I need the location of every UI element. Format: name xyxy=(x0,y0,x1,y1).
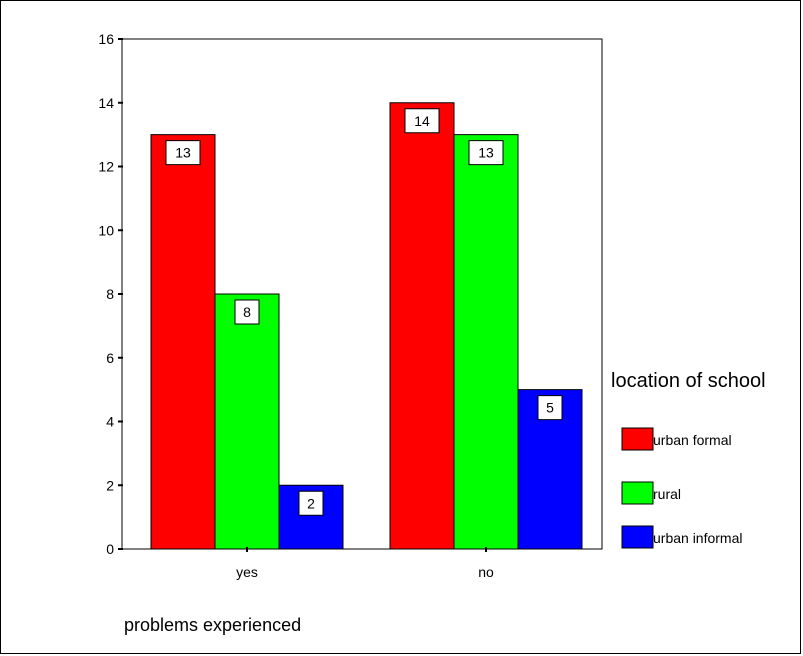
bar xyxy=(214,293,280,550)
x-axis-title: problems experienced xyxy=(124,615,301,635)
bar xyxy=(453,134,519,550)
data-label: 8 xyxy=(243,304,251,320)
legend-title: location of school xyxy=(611,370,766,392)
y-tick-label: 14 xyxy=(98,95,114,111)
data-label-box xyxy=(234,299,260,325)
y-tick-label: 8 xyxy=(106,286,114,302)
legend-swatch xyxy=(621,427,654,451)
data-label: 13 xyxy=(478,145,494,161)
data-label-box xyxy=(165,140,201,166)
data-label: 13 xyxy=(175,145,191,161)
y-tick-label: 12 xyxy=(98,159,114,175)
legend: location of school urban formal rural urba… xyxy=(611,370,766,549)
data-label-box xyxy=(298,490,324,516)
x-tick-label: no xyxy=(478,564,494,580)
y-tick-label: 6 xyxy=(106,350,114,366)
legend-swatch xyxy=(621,525,654,549)
x-axis: yes no xyxy=(236,547,494,580)
bar xyxy=(150,134,216,550)
data-label: 14 xyxy=(414,113,430,129)
data-label-box xyxy=(537,395,563,421)
legend-label: rural xyxy=(653,486,681,502)
legend-swatch xyxy=(621,481,654,505)
y-tick-label: 0 xyxy=(106,541,114,557)
legend-label: urban formal xyxy=(653,432,732,448)
y-tick-label: 2 xyxy=(106,477,114,493)
y-tick-label: 4 xyxy=(106,414,114,430)
y-tick-label: 16 xyxy=(98,31,114,47)
data-label: 2 xyxy=(307,495,315,511)
data-label-box xyxy=(468,140,504,166)
y-axis: 0 2 4 6 8 10 12 14 16 xyxy=(98,31,123,557)
y-tick-label: 10 xyxy=(98,222,114,238)
data-label-box xyxy=(404,108,440,134)
bars-group: 13 8 2 14 13 5 xyxy=(150,102,583,550)
data-label: 5 xyxy=(546,400,554,416)
bar xyxy=(389,102,455,550)
x-tick-label: yes xyxy=(236,564,258,580)
legend-label: urban informal xyxy=(653,530,743,546)
